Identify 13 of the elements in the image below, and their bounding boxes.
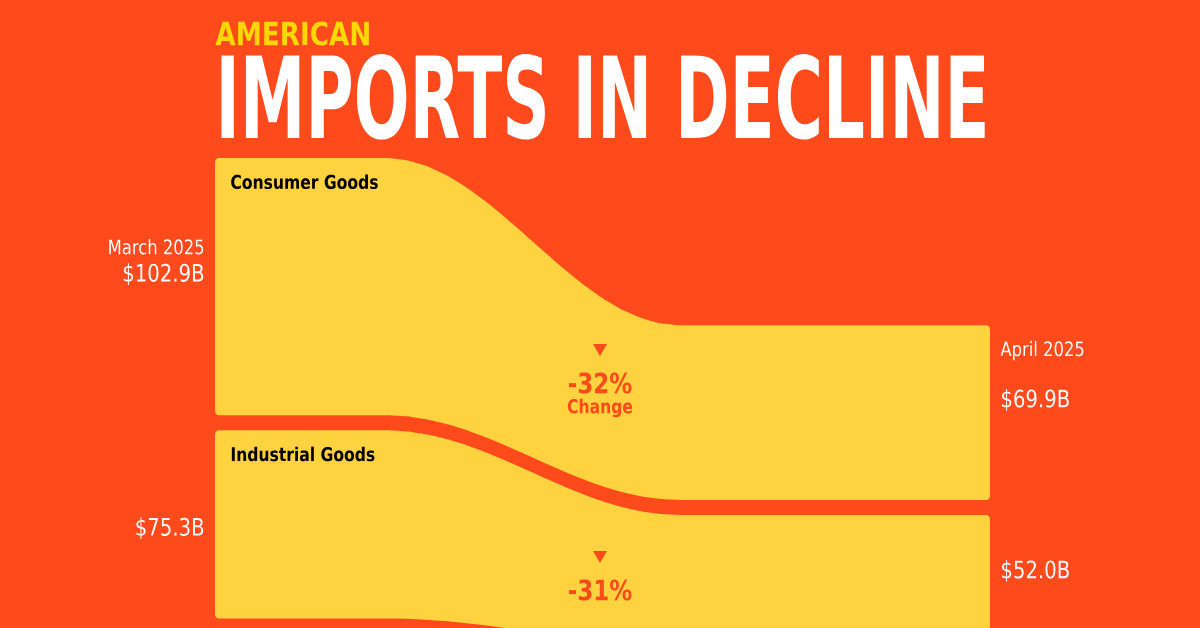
text: IMPORTS IN DECLINE bbox=[221, 54, 985, 140]
data-label: $75.3B bbox=[136, 517, 204, 540]
category-label: March 2025 bbox=[109, 239, 204, 255]
text: Industrial Goods bbox=[231, 446, 375, 462]
text: Change bbox=[567, 398, 633, 418]
text: -31% bbox=[569, 579, 632, 601]
data-label: $102.9B bbox=[123, 263, 204, 286]
data-label: $52.0B bbox=[1002, 560, 1069, 582]
text: AMERICAN bbox=[215, 21, 369, 46]
text: Consumer Goods bbox=[231, 174, 378, 190]
category-label: April 2025 bbox=[1000, 340, 1084, 361]
data-label: $69.9B bbox=[1002, 389, 1069, 411]
text: -32% bbox=[569, 372, 632, 394]
